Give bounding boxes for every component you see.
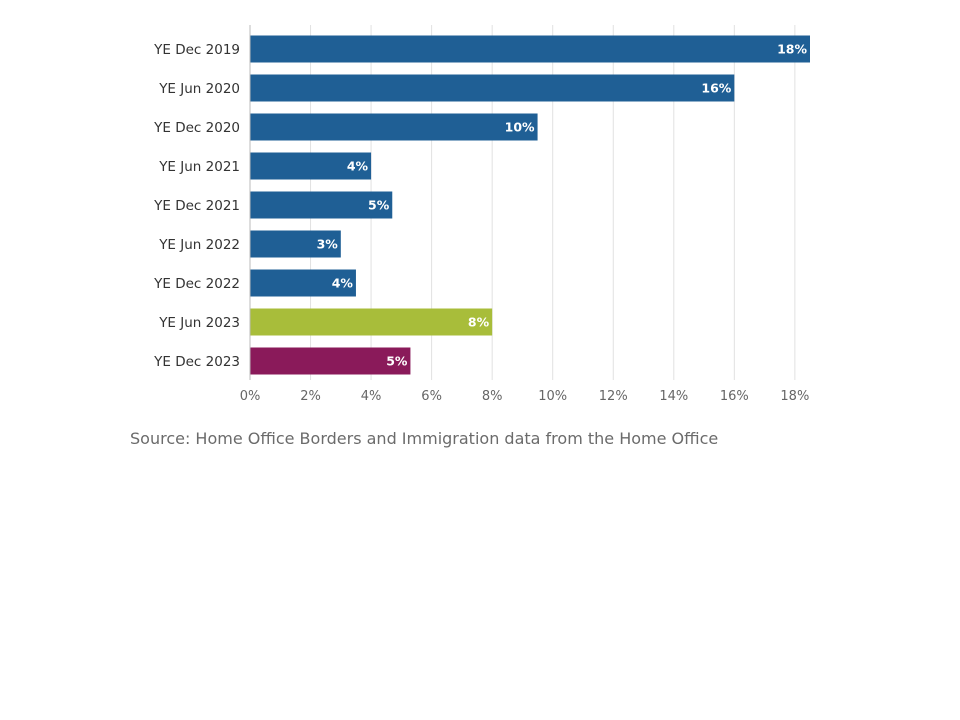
x-tick-label: 12% (599, 389, 628, 404)
x-tick-label: 8% (482, 389, 503, 404)
source-note: Source: Home Office Borders and Immigrat… (130, 429, 719, 448)
x-tick-label: 2% (300, 389, 321, 404)
category-label: YE Jun 2021 (158, 159, 240, 175)
bar (250, 230, 341, 258)
data-label: 5% (368, 198, 390, 213)
category-label: YE Dec 2019 (153, 42, 240, 58)
data-label: 8% (468, 315, 490, 330)
x-tick-label: 4% (361, 389, 382, 404)
category-label: YE Jun 2020 (158, 81, 240, 97)
x-tick-label: 16% (720, 389, 749, 404)
data-label: 10% (505, 120, 535, 135)
data-label: 3% (317, 237, 339, 252)
category-label: YE Jun 2022 (158, 237, 240, 253)
bar (250, 308, 493, 336)
category-label: YE Dec 2023 (153, 354, 240, 370)
bar (250, 191, 393, 219)
x-tick-label: 6% (421, 389, 442, 404)
bar (250, 113, 538, 141)
x-tick-label: 18% (780, 389, 809, 404)
category-label: YE Dec 2021 (153, 198, 240, 214)
x-tick-label: 14% (659, 389, 688, 404)
bar (250, 35, 810, 63)
category-label: YE Jun 2023 (158, 315, 240, 331)
bar (250, 152, 372, 180)
data-label: 5% (386, 354, 408, 369)
category-label: YE Dec 2020 (153, 120, 240, 136)
data-label: 4% (332, 276, 354, 291)
bar (250, 347, 411, 375)
data-label: 18% (777, 42, 807, 57)
bars: 18% 16% 10% 4% 5% 3% 4% 8% 5% (250, 35, 810, 375)
x-tick-label: 0% (240, 389, 261, 404)
data-label: 4% (347, 159, 369, 174)
x-tick-label: 10% (538, 389, 567, 404)
category-label: YE Dec 2022 (153, 276, 240, 292)
bar-chart: 18% 16% 10% 4% 5% 3% 4% 8% 5% YE Dec 2019 YE Jun … (153, 25, 810, 404)
category-labels: YE Dec 2019 YE Jun 2020 YE Dec 2020 YE Jun … (153, 42, 240, 370)
bar (250, 74, 735, 102)
x-axis-tick-labels: 0% 2% 4% 6% 8% 10% 12% 14% 16% 18% (240, 389, 810, 404)
data-label: 16% (701, 81, 731, 96)
bar (250, 269, 356, 297)
